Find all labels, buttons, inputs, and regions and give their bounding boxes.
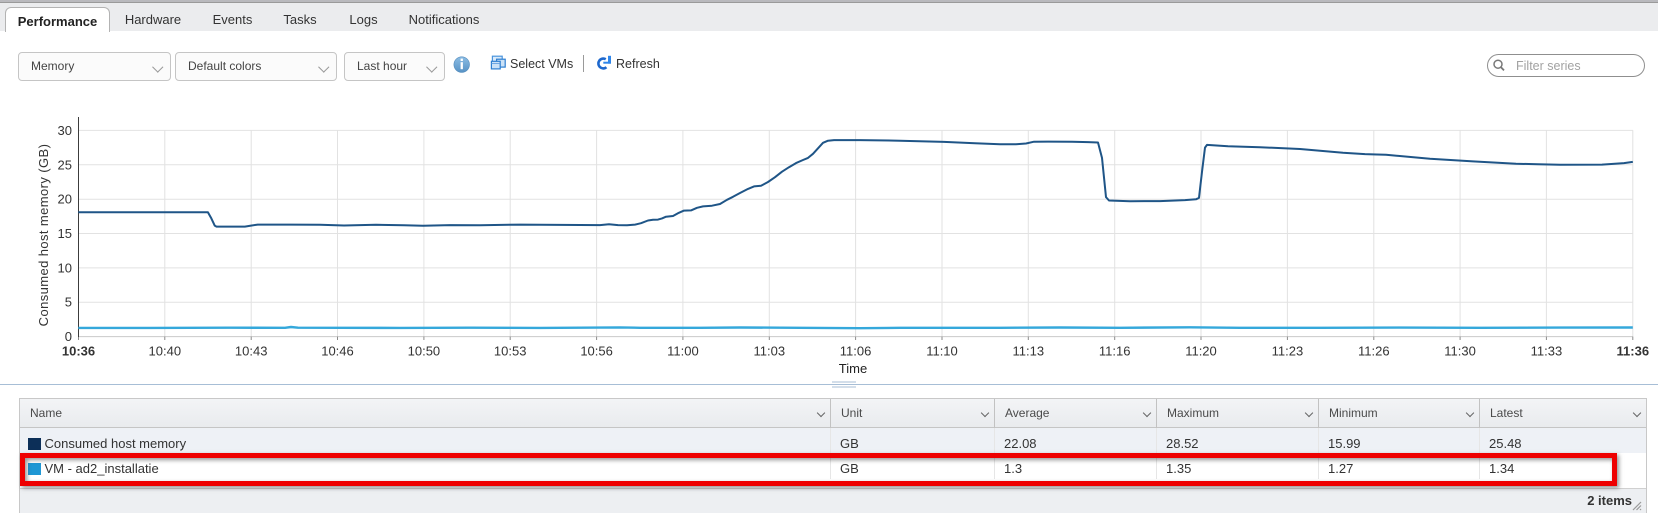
svg-text:15: 15	[58, 226, 72, 241]
svg-text:Consumed host memory (GB): Consumed host memory (GB)	[36, 144, 51, 327]
svg-text:5: 5	[65, 295, 72, 310]
svg-text:10:50: 10:50	[408, 344, 441, 359]
svg-text:11:20: 11:20	[1185, 344, 1217, 359]
svg-text:11:03: 11:03	[754, 344, 786, 359]
svg-text:10:53: 10:53	[494, 344, 527, 359]
svg-text:11:10: 11:10	[926, 344, 958, 359]
svg-text:11:33: 11:33	[1531, 344, 1563, 359]
svg-text:0: 0	[65, 329, 72, 344]
svg-text:10:46: 10:46	[321, 344, 354, 359]
svg-text:Time: Time	[839, 361, 867, 376]
svg-text:11:16: 11:16	[1099, 344, 1131, 359]
svg-text:11:36: 11:36	[1617, 344, 1650, 359]
svg-text:10: 10	[58, 260, 72, 275]
svg-text:11:00: 11:00	[667, 344, 699, 359]
svg-text:11:30: 11:30	[1444, 344, 1476, 359]
svg-text:10:36: 10:36	[62, 344, 95, 359]
svg-text:20: 20	[58, 192, 72, 207]
svg-text:30: 30	[58, 123, 72, 138]
svg-text:10:56: 10:56	[580, 344, 613, 359]
svg-text:10:43: 10:43	[235, 344, 268, 359]
svg-text:11:06: 11:06	[840, 344, 872, 359]
svg-text:10:40: 10:40	[149, 344, 182, 359]
svg-text:11:13: 11:13	[1013, 344, 1045, 359]
svg-text:11:23: 11:23	[1272, 344, 1304, 359]
svg-text:25: 25	[58, 157, 72, 172]
svg-text:11:26: 11:26	[1358, 344, 1390, 359]
